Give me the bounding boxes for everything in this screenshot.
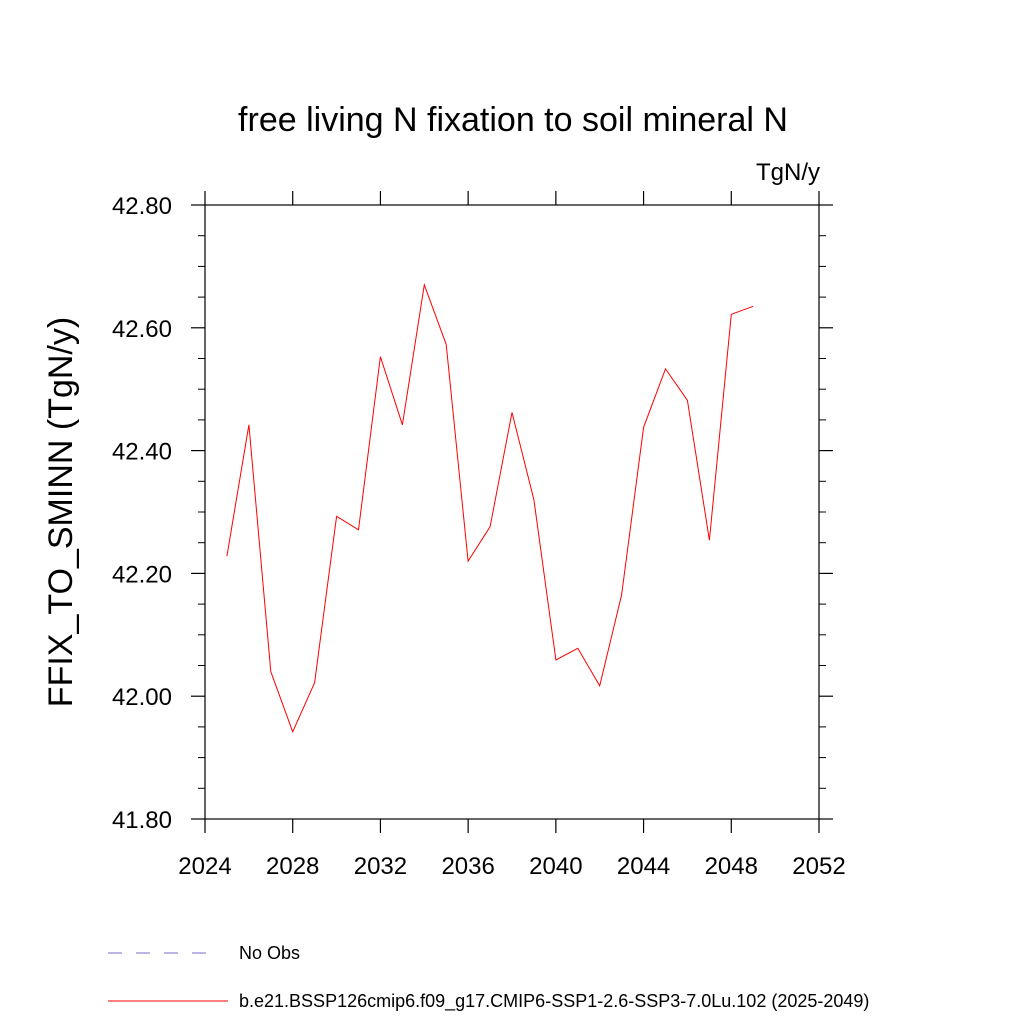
x-tick-label: 2052	[792, 853, 845, 880]
y-tick-label: 42.20	[112, 561, 172, 588]
x-tick-label: 2024	[178, 853, 231, 880]
legend-label-model-run: b.e21.BSSP126cmip6.f09_g17.CMIP6-SSP1-2.…	[239, 991, 869, 1012]
legend: No Obs b.e21.BSSP126cmip6.f09_g17.CMIP6-…	[108, 943, 869, 1012]
x-tick-label: 2036	[441, 853, 494, 880]
series-line	[226, 282, 754, 734]
y-tick-label: 42.00	[112, 684, 172, 711]
x-tick-label: 2032	[354, 853, 407, 880]
y-tick-label: 42.80	[112, 193, 172, 220]
chart-title: free living N fixation to soil mineral N	[238, 101, 788, 139]
x-tick-label: 2040	[529, 853, 582, 880]
series-layer	[226, 282, 754, 734]
y-tick-label: 42.40	[112, 439, 172, 466]
x-tick-label: 2028	[266, 853, 319, 880]
y-tick-label: 41.80	[112, 807, 172, 834]
axis-ticks: 2024 2028 2032 2036 2040 2044 2048 2052 41.80 42.…	[112, 191, 846, 880]
plot-frame	[204, 204, 820, 820]
legend-label-no-obs: No Obs	[239, 943, 300, 963]
x-tick-label: 2044	[617, 853, 670, 880]
units-label: TgN/y	[756, 159, 820, 186]
x-tick-label: 2048	[705, 853, 758, 880]
y-tick-label: 42.60	[112, 316, 172, 343]
y-axis-label: FFIX_TO_SMINN (TgN/y)	[42, 317, 80, 707]
